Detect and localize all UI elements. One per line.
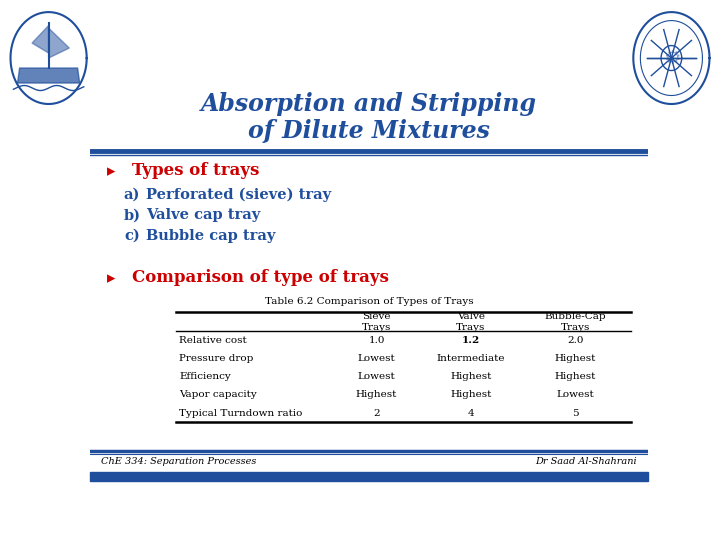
Text: Perforated (sieve) tray: Perforated (sieve) tray bbox=[145, 187, 331, 202]
Text: Highest: Highest bbox=[555, 354, 596, 363]
Text: Types of trays: Types of trays bbox=[132, 163, 259, 179]
Text: Highest: Highest bbox=[555, 372, 596, 381]
Text: Highest: Highest bbox=[450, 372, 492, 381]
Text: Absorption and Stripping: Absorption and Stripping bbox=[201, 92, 537, 116]
Text: c): c) bbox=[125, 229, 140, 243]
Text: Relative cost: Relative cost bbox=[179, 335, 247, 345]
Text: Valve cap tray: Valve cap tray bbox=[145, 208, 260, 222]
Text: 5: 5 bbox=[572, 409, 579, 418]
Text: ⚙: ⚙ bbox=[662, 49, 680, 68]
Text: Typical Turndown ratio: Typical Turndown ratio bbox=[179, 409, 302, 418]
Text: Lowest: Lowest bbox=[358, 372, 395, 381]
Text: Lowest: Lowest bbox=[557, 390, 595, 400]
Text: 1.2: 1.2 bbox=[462, 335, 480, 345]
Polygon shape bbox=[32, 25, 49, 53]
Text: 1.0: 1.0 bbox=[369, 335, 384, 345]
Text: Bubble cap tray: Bubble cap tray bbox=[145, 229, 275, 243]
Text: Bubble-Cap
Trays: Bubble-Cap Trays bbox=[545, 312, 606, 332]
Text: b): b) bbox=[123, 208, 140, 222]
Text: Dr Saad Al-Shahrani: Dr Saad Al-Shahrani bbox=[535, 456, 637, 465]
Text: of Dilute Mixtures: of Dilute Mixtures bbox=[248, 119, 490, 143]
Text: Intermediate: Intermediate bbox=[437, 354, 505, 363]
Text: Vapor capacity: Vapor capacity bbox=[179, 390, 257, 400]
Text: 2: 2 bbox=[373, 409, 380, 418]
Text: ChE 334: Separation Processes: ChE 334: Separation Processes bbox=[101, 456, 256, 465]
Text: a): a) bbox=[124, 187, 140, 201]
Text: ▸: ▸ bbox=[107, 162, 115, 180]
Text: Pressure drop: Pressure drop bbox=[179, 354, 253, 363]
Polygon shape bbox=[49, 28, 69, 58]
Text: Efficiency: Efficiency bbox=[179, 372, 231, 381]
Text: Highest: Highest bbox=[450, 390, 492, 400]
Text: Highest: Highest bbox=[356, 390, 397, 400]
Text: Valve
Trays: Valve Trays bbox=[456, 312, 486, 332]
Bar bbox=[90, 472, 648, 481]
Text: 2.0: 2.0 bbox=[567, 335, 584, 345]
Text: Table 6.2 Comparison of Types of Trays: Table 6.2 Comparison of Types of Trays bbox=[265, 298, 473, 306]
Polygon shape bbox=[17, 68, 80, 83]
Text: Lowest: Lowest bbox=[358, 354, 395, 363]
Text: ▸: ▸ bbox=[107, 269, 115, 287]
Text: Sieve
Trays: Sieve Trays bbox=[362, 312, 391, 332]
Text: Comparison of type of trays: Comparison of type of trays bbox=[132, 269, 389, 286]
Text: 4: 4 bbox=[468, 409, 474, 418]
